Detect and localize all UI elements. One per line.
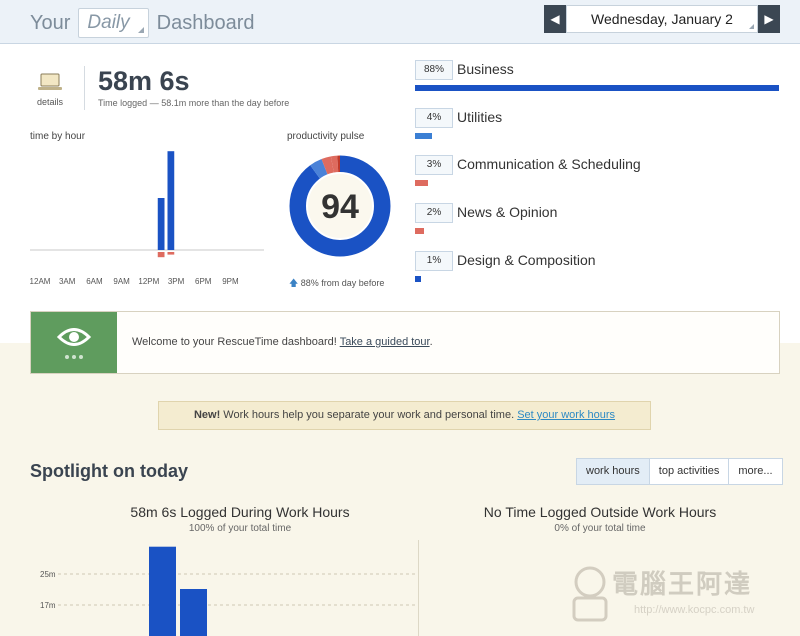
watermark-text: 電腦王阿達 — [612, 569, 753, 599]
x-tick-label: 3AM — [59, 277, 76, 286]
work-hours-title: 58m 6s Logged During Work Hours — [130, 504, 350, 520]
x-tick-label: 9AM — [113, 277, 130, 286]
x-tick-label: 12AM — [30, 277, 51, 286]
column-divider — [418, 540, 419, 636]
x-tick-label: 9PM — [222, 277, 239, 286]
category-percent: 3% — [415, 155, 453, 175]
time-by-hour-chart[interactable]: 12AM 3AM 6AM 9AM 12PM 3PM 6PM 9PM — [28, 145, 268, 290]
y-tick-label: 25m — [40, 570, 56, 579]
period-select-value: Daily — [87, 12, 130, 33]
tab-more[interactable]: more... — [738, 465, 773, 477]
category-percent: 4% — [415, 108, 453, 128]
arrow-up-icon: 🡅 — [289, 278, 299, 288]
notice-new-label: New! — [193, 409, 221, 421]
welcome-banner: Welcome to your RescueTime dashboard! Ta… — [30, 311, 780, 374]
category-bar — [415, 133, 432, 139]
hour-bar — [157, 252, 165, 258]
category-bar — [415, 228, 424, 234]
total-time: 58m 6s — [98, 66, 190, 96]
hour-bar — [167, 252, 175, 255]
x-tick-label: 6PM — [195, 277, 212, 286]
category-name[interactable]: Design & Composition — [457, 252, 596, 268]
date-label: Wednesday, January 2 — [591, 11, 733, 27]
x-tick-label: 3PM — [168, 277, 185, 286]
period-select[interactable]: Daily — [78, 8, 149, 38]
work-hours-chart[interactable]: 25m 17m — [28, 540, 418, 636]
dashboard-title: Your Daily Dashboard — [30, 8, 255, 38]
work-hours-notice: New! Work hours help you separate your w… — [158, 401, 651, 430]
date-picker: ◀ Wednesday, January 2 ▶ — [544, 5, 780, 33]
pulse-delta-text: 88% from day before — [300, 278, 385, 288]
welcome-message: Welcome to your RescueTime dashboard! Ta… — [132, 336, 433, 348]
category-name[interactable]: Business — [457, 61, 514, 77]
hour-bar — [167, 151, 175, 250]
category-percent: 1% — [415, 251, 453, 271]
category-bar — [415, 180, 428, 186]
work-hours-bar — [180, 589, 207, 636]
productivity-pulse-donut[interactable]: 94 — [288, 154, 392, 258]
x-tick-label: 12PM — [138, 277, 159, 286]
mascot-logo — [572, 566, 608, 622]
category-name[interactable]: Communication & Scheduling — [457, 156, 641, 172]
date-select[interactable]: Wednesday, January 2 — [566, 5, 758, 33]
eye-icon-panel — [31, 312, 117, 373]
category-row[interactable]: 1% Design & Composition — [415, 251, 785, 293]
category-bar — [415, 85, 779, 91]
set-work-hours-link[interactable]: Set your work hours — [517, 409, 616, 421]
notice-text: Work hours help you separate your work a… — [220, 409, 515, 421]
spotlight-tabs: work hours top activities more... — [576, 458, 783, 485]
category-percent: 2% — [415, 203, 453, 223]
laptop-icon[interactable] — [38, 73, 62, 91]
chevron-right-icon[interactable]: ▶ — [758, 5, 780, 33]
productivity-pulse-title: productivity pulse — [287, 131, 365, 142]
category-name[interactable]: News & Opinion — [457, 204, 558, 220]
x-tick-label: 6AM — [86, 277, 103, 286]
watermark: 電腦王阿達 http://www.kocpc.com.tw — [568, 560, 790, 630]
guided-tour-link[interactable]: Take a guided tour — [339, 336, 430, 348]
category-row[interactable]: 3% Communication & Scheduling — [415, 155, 785, 197]
dropdown-caret-icon — [137, 27, 144, 33]
total-time-subtext: Time logged — 58.1m more than the day be… — [98, 98, 290, 108]
welcome-text: Welcome to your RescueTime dashboard! — [132, 336, 337, 348]
watermark-url: http://www.kocpc.com.tw — [634, 604, 755, 616]
dashboard-header: Your Daily Dashboard ◀ Wednesday, Januar… — [0, 0, 800, 44]
eye-icon — [56, 328, 92, 359]
pulse-delta: 🡅 88% from day before — [289, 276, 384, 292]
category-percent: 88% — [415, 60, 453, 80]
pulse-slice — [289, 155, 391, 257]
category-name[interactable]: Utilities — [457, 109, 503, 125]
tab-work-hours[interactable]: work hours — [577, 459, 650, 484]
title-suffix: Dashboard — [156, 12, 255, 34]
title-prefix: Your — [30, 12, 71, 34]
welcome-end: . — [429, 336, 433, 348]
category-row[interactable]: 88% Business — [415, 60, 785, 102]
hour-bar — [157, 198, 165, 250]
work-hours-subtitle: 100% of your total time — [188, 523, 292, 534]
category-row[interactable]: 2% News & Opinion — [415, 203, 785, 245]
y-tick-label: 17m — [40, 601, 56, 610]
time-by-hour-title: time by hour — [30, 131, 86, 142]
category-bar — [415, 276, 421, 282]
spotlight-title: Spotlight on today — [30, 461, 188, 481]
chevron-left-icon[interactable]: ◀ — [544, 5, 566, 33]
pulse-value: 94 — [321, 188, 359, 226]
category-row[interactable]: 4% Utilities — [415, 108, 785, 150]
outside-hours-title: No Time Logged Outside Work Hours — [483, 504, 717, 520]
outside-hours-subtitle: 0% of your total time — [554, 523, 646, 534]
details-link[interactable]: details — [37, 97, 64, 107]
divider — [84, 66, 85, 110]
dropdown-caret-icon — [749, 24, 754, 29]
pulse-center — [306, 172, 374, 240]
work-hours-bar — [149, 546, 176, 636]
tab-top-activities[interactable]: top activities — [650, 459, 730, 484]
